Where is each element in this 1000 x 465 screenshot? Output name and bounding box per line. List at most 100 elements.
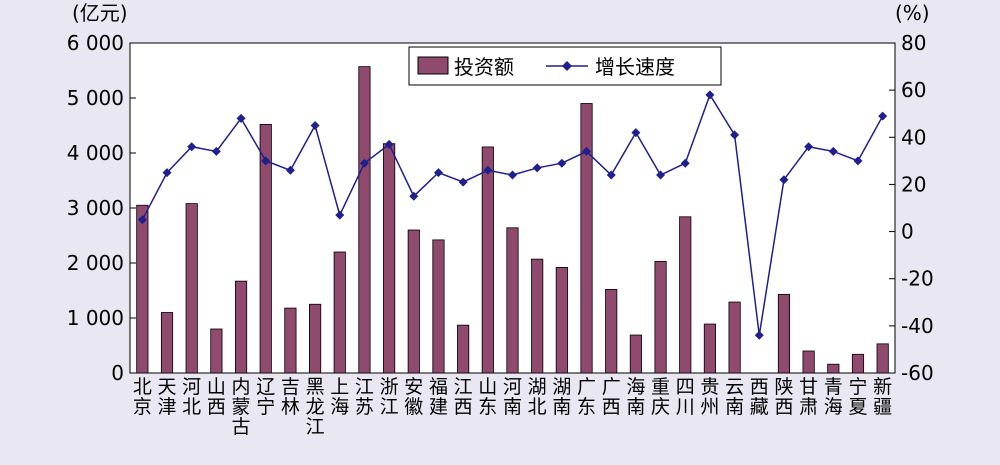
bar	[358, 66, 371, 374]
category-label: 陕西	[774, 376, 793, 418]
left-axis-unit: (亿元)	[72, 1, 128, 25]
growth-point	[508, 170, 517, 180]
growth-point	[656, 170, 666, 180]
growth-point	[236, 113, 246, 123]
left-tick-label: 3 000	[67, 196, 124, 220]
category-label: 西藏	[750, 376, 769, 418]
category-label: 浙江	[380, 376, 399, 418]
left-tick-label: 1 000	[67, 306, 124, 330]
bar	[777, 293, 791, 374]
bar	[531, 258, 544, 374]
bar-series	[136, 66, 889, 374]
bar	[407, 229, 420, 374]
growth-point	[779, 175, 789, 185]
legend-label-growth: 增长速度	[595, 55, 675, 79]
right-axis-ticks: -60 -40 -20 0 20 40 60 80	[889, 31, 934, 385]
right-tick-label: -60	[901, 361, 934, 385]
left-tick-label: 2 000	[67, 251, 124, 275]
growth-point	[384, 139, 394, 149]
left-tick-label: 5 000	[67, 86, 124, 110]
growth-point	[261, 156, 271, 166]
bar	[383, 143, 396, 374]
bar	[827, 363, 840, 374]
bar	[481, 146, 494, 374]
category-label: 宁夏	[848, 376, 867, 418]
bar	[605, 288, 618, 374]
category-label: 云南	[725, 376, 744, 418]
category-labels: 北京天津河北山西内蒙古辽宁吉林黑龙江上海江苏浙江安徽福建江西山东河南湖北湖南广东…	[133, 376, 892, 438]
right-tick-label: -20	[901, 267, 934, 291]
category-label: 湖南	[552, 376, 571, 418]
right-axis-unit: (%)	[895, 1, 930, 25]
category-label: 北京	[133, 376, 152, 418]
category-label: 湖北	[528, 376, 547, 418]
left-tick-label: 0	[111, 361, 124, 385]
category-label: 天津	[158, 376, 177, 418]
growth-point	[483, 165, 493, 175]
growth-point	[285, 165, 295, 175]
category-label: 四川	[676, 376, 695, 418]
category-label: 黑龙江	[306, 376, 325, 438]
line-series	[137, 90, 888, 340]
bar	[457, 324, 470, 374]
bar	[679, 216, 692, 374]
right-tick-label: 0	[901, 220, 914, 244]
growth-point	[211, 146, 221, 156]
category-label: 江苏	[355, 376, 374, 418]
legend-line-marker	[562, 61, 572, 71]
bar	[580, 103, 593, 374]
bar	[629, 334, 642, 374]
growth-point	[187, 142, 197, 152]
category-label: 广西	[602, 376, 621, 418]
category-label: 海南	[626, 376, 645, 418]
category-label: 河南	[503, 376, 522, 418]
growth-point	[137, 215, 147, 225]
category-label: 辽宁	[256, 376, 275, 418]
left-tick-label: 6 000	[67, 31, 124, 55]
growth-point	[458, 177, 468, 187]
left-axis-ticks: 0 1 000 2 000 3 000 4 000 5 000 6 000	[67, 31, 136, 385]
category-label: 贵州	[700, 376, 719, 418]
category-label: 广东	[577, 376, 596, 418]
category-label: 新疆	[873, 376, 892, 418]
growth-point	[359, 158, 369, 168]
growth-point	[754, 330, 764, 340]
bar	[136, 204, 149, 374]
category-label: 山东	[478, 376, 497, 418]
category-label: 河北	[182, 376, 201, 418]
growth-point	[828, 146, 838, 156]
category-label: 山西	[207, 376, 226, 418]
legend-label-investment: 投资额	[454, 55, 514, 79]
bar	[185, 203, 198, 374]
right-tick-label: 40	[901, 125, 926, 149]
growth-point	[606, 170, 616, 180]
bar	[506, 227, 519, 374]
bar	[333, 251, 346, 374]
growth-point	[582, 146, 592, 156]
bar	[284, 307, 297, 374]
category-label: 福建	[429, 376, 448, 418]
growth-point	[557, 158, 567, 168]
bar	[728, 301, 741, 374]
growth-point	[162, 168, 172, 178]
category-label: 青海	[824, 376, 843, 418]
bar	[210, 328, 223, 374]
bar	[308, 303, 322, 374]
bar	[432, 239, 445, 374]
bar	[851, 353, 865, 374]
growth-point	[532, 163, 542, 173]
growth-point	[680, 158, 690, 168]
bar	[234, 280, 248, 374]
right-tick-label: 20	[901, 172, 926, 196]
bar	[876, 343, 889, 374]
bar	[160, 312, 174, 374]
category-label: 上海	[330, 376, 349, 418]
category-label: 吉林	[281, 376, 300, 418]
bar	[802, 350, 815, 374]
growth-point	[878, 111, 888, 121]
bar	[654, 260, 667, 374]
growth-point	[853, 156, 863, 166]
bar	[259, 124, 272, 374]
